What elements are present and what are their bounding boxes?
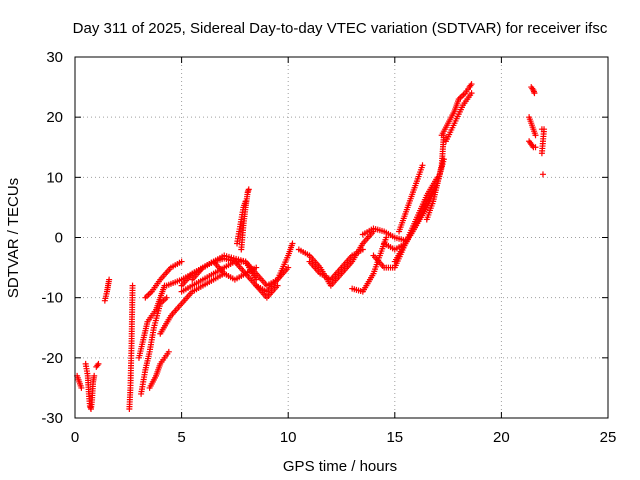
- data-point: [163, 294, 170, 301]
- data-point: [359, 246, 366, 253]
- data-track: [538, 126, 548, 157]
- data-track: [178, 258, 260, 289]
- y-tick-label: -30: [41, 410, 63, 427]
- data-track: [253, 240, 296, 295]
- data-track: [528, 84, 538, 97]
- data-track: [101, 276, 113, 304]
- x-tick-label: 25: [600, 429, 617, 446]
- x-tick-label: 15: [386, 429, 403, 446]
- data-point: [468, 90, 475, 97]
- data-point: [289, 240, 296, 247]
- data-point: [285, 264, 292, 271]
- data-point: [253, 276, 260, 283]
- y-axis-label: SDTVAR / TECUs: [5, 178, 22, 298]
- data-track: [295, 228, 377, 289]
- chart-title: Day 311 of 2025, Sidereal Day-to-day VTE…: [73, 20, 608, 37]
- data-track: [142, 258, 185, 301]
- data-track: [234, 198, 249, 247]
- data-track: [135, 282, 168, 361]
- data-point: [531, 90, 538, 97]
- x-tick-label: 5: [177, 429, 185, 446]
- grid-lines: [75, 57, 608, 418]
- x-tick-label: 10: [280, 429, 297, 446]
- data-point: [165, 348, 172, 355]
- data-points: [74, 81, 548, 412]
- data-track: [74, 372, 85, 391]
- x-tick-label: 0: [71, 429, 79, 446]
- data-track: [93, 360, 102, 370]
- y-tick-label: -10: [41, 290, 63, 307]
- data-point: [129, 282, 136, 289]
- y-tick-label: 20: [46, 109, 63, 126]
- data-track: [539, 171, 546, 178]
- axis-ticks: 0 5 10 15 20 25 -30 -20 -10 0 10 20 30: [41, 49, 616, 446]
- data-point: [468, 81, 475, 88]
- data-point: [242, 198, 249, 205]
- data-track: [391, 156, 447, 265]
- data-point: [532, 132, 539, 139]
- data-track: [359, 225, 409, 244]
- y-tick-label: 0: [55, 230, 63, 247]
- data-track: [126, 282, 136, 412]
- data-point: [245, 186, 252, 193]
- data-track: [146, 348, 172, 391]
- data-track: [526, 138, 539, 151]
- data-point: [274, 282, 281, 289]
- data-point: [538, 150, 545, 157]
- data-point: [106, 276, 113, 283]
- data-track: [157, 270, 228, 337]
- data-track: [306, 246, 366, 283]
- x-axis-label: GPS time / hours: [283, 458, 397, 475]
- data-track: [526, 114, 539, 139]
- x-tick-label: 20: [493, 429, 510, 446]
- data-point: [419, 162, 426, 169]
- y-tick-label: 30: [46, 49, 63, 66]
- data-track: [82, 360, 98, 412]
- data-point: [95, 360, 102, 367]
- data-track: [438, 81, 475, 139]
- data-point: [178, 258, 185, 265]
- data-point: [532, 144, 539, 151]
- y-tick-label: 10: [46, 169, 63, 186]
- data-point: [253, 264, 260, 271]
- data-point: [539, 171, 546, 178]
- data-track: [442, 90, 475, 145]
- data-point: [78, 384, 85, 391]
- data-point: [91, 372, 98, 379]
- y-tick-label: -20: [41, 350, 63, 367]
- plot-frame: [74, 56, 609, 419]
- data-track: [396, 162, 426, 235]
